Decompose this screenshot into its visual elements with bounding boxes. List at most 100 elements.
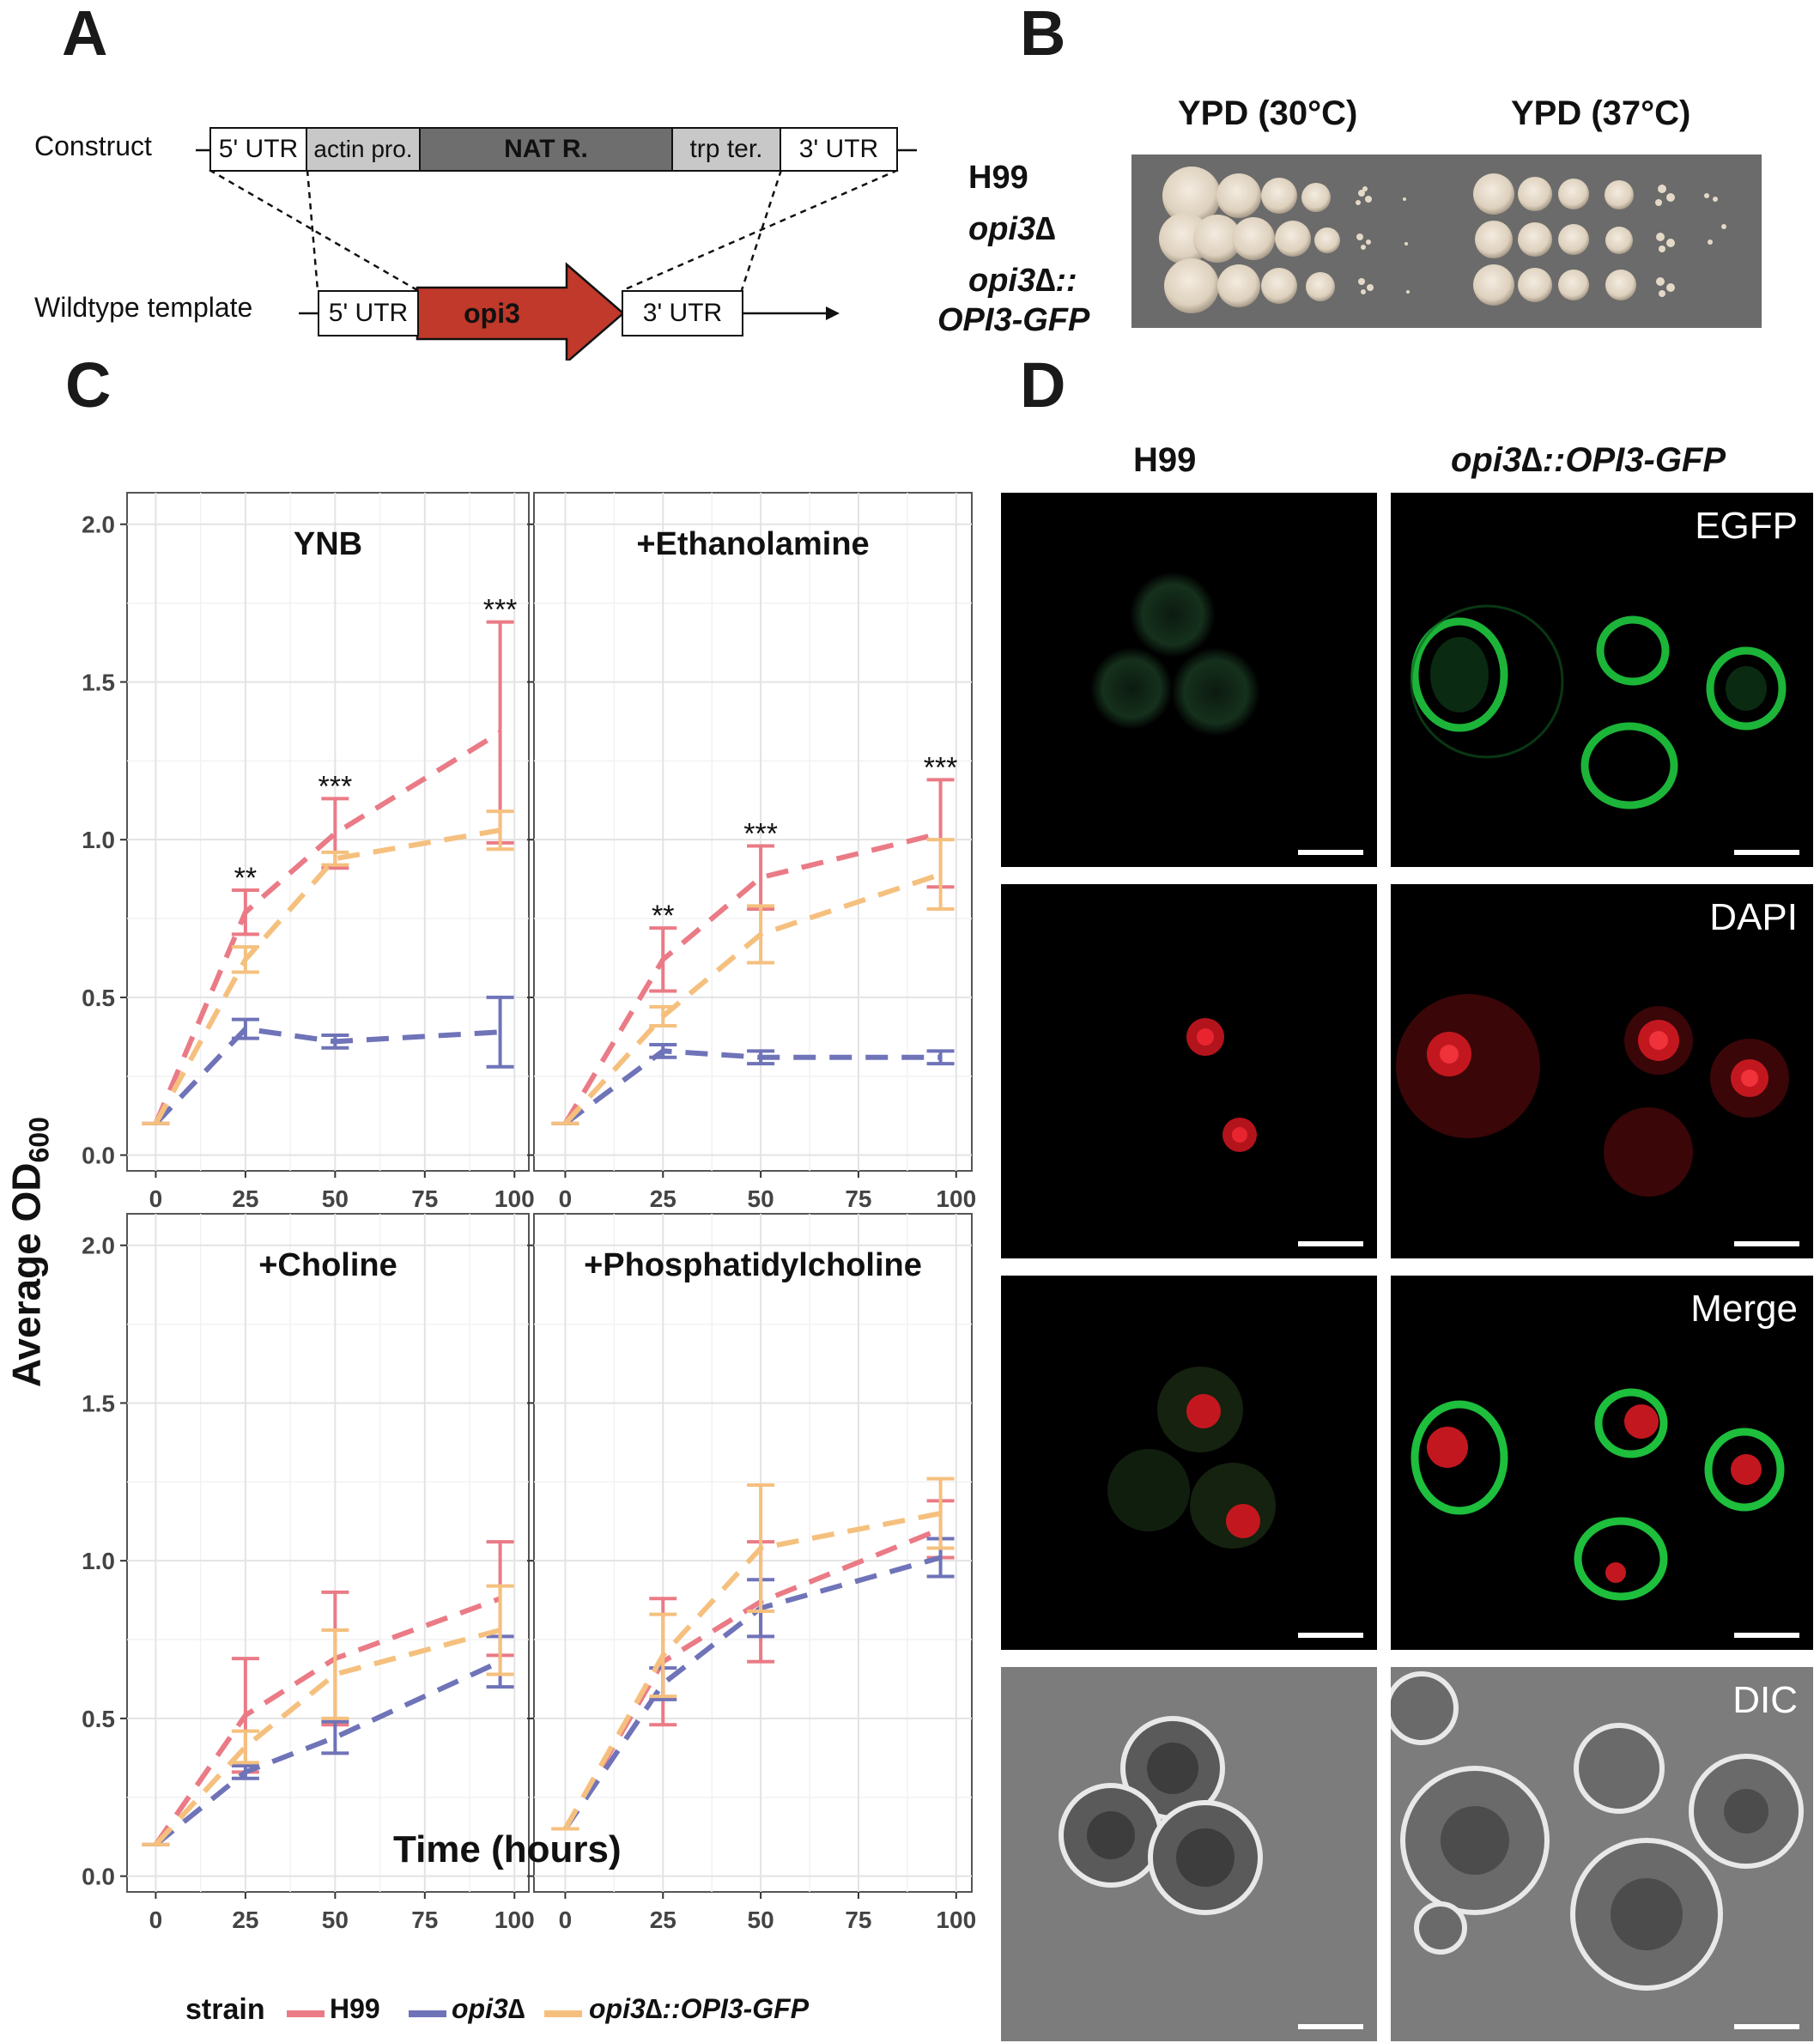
merge-complement-cells [1410,1388,1785,1601]
opi3-arrow-shape [416,262,625,361]
y-axis-title: Average OD600 [3,1098,55,1407]
y-tick-label: 0.0 [82,1143,115,1169]
spot-row-label-opi3: opi3∆ [968,211,1056,247]
legend-label-h99: H99 [330,1993,380,2024]
facet-panel [533,1213,973,1893]
y-tick-label: 1.0 [82,827,115,853]
merge-h99-cells [1107,1367,1276,1549]
y-tick-label: 1.5 [82,669,115,695]
micrograph-complement-egfp: EGFP [1391,493,1813,867]
x-tick-label: 25 [232,1907,258,1933]
x-tick-label: 0 [149,1185,163,1212]
micrograph-h99-dic [1001,1667,1377,2041]
legend-swatch-opi3 [409,2010,446,2017]
channel-label-merge: Merge [1690,1288,1798,1330]
egfp-complement-cells [1410,604,1787,809]
dic-complement-cells [1391,1667,1813,2041]
x-tick-label: 25 [650,1907,676,1933]
microscopy-header-h99: H99 [1133,441,1197,479]
panel-label-b: B [1020,0,1066,69]
x-tick-label: 75 [845,1907,871,1933]
scale-bar [1734,2024,1799,2029]
construct-actin-promoter: actin pro. [306,127,421,172]
facet-title: +Phosphatidylcholine [584,1247,922,1283]
construct-3utr: 3' UTR [780,127,898,172]
y-tick-label: 0.5 [82,985,115,1011]
dic-h99-cells [1001,1667,1377,2041]
y-tick-label: 2.0 [82,1233,115,1259]
x-tick-label: 50 [748,1185,774,1212]
series-line [154,1026,500,1125]
panel-label-c: C [65,349,112,421]
scale-bar [1298,850,1363,855]
channel-label-egfp: EGFP [1695,505,1798,547]
panel-label-a: A [62,0,108,69]
micrograph-complement-dic: DIC [1391,1667,1813,2041]
x-tick-label: 0 [559,1185,573,1212]
egfp-h99-cells [1090,572,1260,737]
x-tick-label: 50 [322,1185,349,1212]
spot-row-label-complement: opi3∆:: [968,263,1077,299]
series-line [154,1659,501,1847]
x-tick-label: 100 [936,1907,976,1933]
y-tick-label: 0.0 [82,1864,115,1890]
dapi-h99-cells [1186,1018,1257,1152]
facet-panel [126,1213,530,1893]
x-axis-title: Time (hours) [393,1828,622,1870]
facet-title: +Choline [258,1247,397,1283]
construct-nat-resistance: NAT R. [419,127,673,172]
template-row-label: Wildtype template [34,292,253,323]
series-line [562,1526,942,1831]
micrograph-h99-merge [1001,1276,1377,1650]
micrograph-h99-dapi [1001,884,1377,1258]
series-line [563,871,942,1125]
legend-swatch-h99 [287,2010,325,2017]
series-line [562,1511,942,1830]
significance-label: ** [234,862,257,894]
microscopy-header-complement-main: opi3∆ [1451,441,1543,479]
template-5utr: 5' UTR [318,290,419,336]
facet-title: YNB [294,526,362,562]
y-axis-title-text: Average OD [3,1162,49,1388]
x-tick-label: 50 [322,1907,349,1933]
legend-swatch-complement [544,2010,582,2017]
microscopy-header-complement-rest: ::OPI3-GFP [1542,441,1726,479]
series-line [153,1596,501,1846]
construct-trp-terminator: trp ter. [671,127,781,172]
x-tick-label: 25 [650,1185,676,1212]
panel-label-d: D [1020,349,1066,421]
series-line [562,1555,942,1831]
significance-label: *** [483,594,518,627]
y-axis-title-subscript: 600 [23,1117,55,1163]
legend-label-opi3: opi3∆ [452,1993,525,2024]
series-line [563,1048,941,1126]
construct-row-label: Construct [34,130,152,161]
spot-row-label-complement-sub: OPI3-GFP [937,302,1090,338]
x-tick-label: 75 [411,1185,438,1212]
series-line [154,1628,501,1846]
micrograph-h99-egfp [1001,493,1377,867]
x-tick-label: 100 [494,1907,535,1933]
scale-bar [1734,850,1799,855]
significance-label: *** [743,818,778,851]
legend-title: strain [185,1993,265,2026]
spot-header-30c: YPD (30°C) [1178,94,1358,132]
construct-5utr: 5' UTR [209,127,307,172]
x-tick-label: 75 [411,1907,438,1933]
scale-bar [1298,1633,1363,1638]
x-tick-label: 50 [748,1907,774,1933]
spot-header-37c: YPD (37°C) [1511,94,1691,132]
x-tick-label: 100 [494,1185,535,1212]
facet-panel [126,492,530,1172]
x-tick-label: 25 [232,1185,258,1212]
legend-label-complement: opi3∆::OPI3-GFP [589,1993,810,2024]
microscopy-header-complement: opi3∆::OPI3-GFP [1451,441,1726,480]
facet-title: +Ethanolamine [636,526,869,562]
y-tick-label: 2.0 [82,512,115,538]
y-tick-label: 0.5 [82,1706,115,1732]
channel-label-dapi: DAPI [1709,896,1798,938]
significance-label: *** [318,770,353,803]
channel-label-dic: DIC [1732,1679,1798,1721]
scale-bar [1298,2024,1363,2029]
x-tick-label: 0 [559,1907,573,1933]
